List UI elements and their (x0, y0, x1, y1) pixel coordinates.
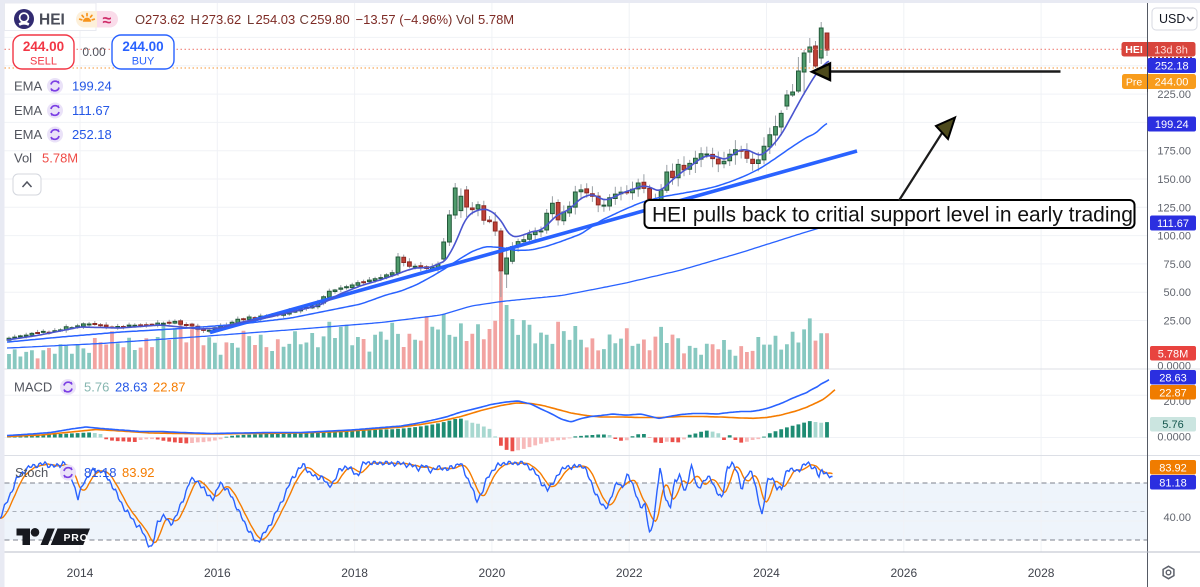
svg-text:5.76: 5.76 (84, 380, 109, 395)
svg-text:273.62: 273.62 (145, 12, 185, 27)
svg-text:0.0000: 0.0000 (1157, 432, 1191, 444)
svg-text:Vol: Vol (14, 151, 32, 166)
svg-text:2026: 2026 (890, 566, 917, 580)
svg-text:Pre: Pre (1126, 77, 1143, 89)
svg-text:244.00: 244.00 (23, 39, 64, 54)
svg-text:252.18: 252.18 (72, 127, 112, 142)
svg-text:100.00: 100.00 (1157, 231, 1191, 243)
svg-text:125.00: 125.00 (1157, 202, 1191, 214)
svg-text:5.76: 5.76 (1162, 419, 1183, 431)
svg-text:252.18: 252.18 (1155, 61, 1189, 73)
svg-text:HEI pulls back to critial supp: HEI pulls back to critial support level … (652, 204, 1133, 227)
svg-text:Vol: Vol (456, 12, 474, 27)
svg-text:PRO: PRO (64, 532, 89, 544)
svg-text:2024: 2024 (753, 566, 780, 580)
svg-text:111.67: 111.67 (72, 103, 110, 118)
svg-text:22.87: 22.87 (1159, 387, 1187, 399)
svg-text:244.00: 244.00 (122, 39, 163, 54)
svg-text:HEI: HEI (39, 12, 65, 29)
svg-text:EMA: EMA (14, 79, 43, 94)
svg-text:83.92: 83.92 (1159, 462, 1187, 474)
svg-text:BUY: BUY (132, 56, 155, 68)
svg-text:C: C (300, 12, 309, 27)
svg-text:MACD: MACD (14, 380, 52, 395)
svg-text:40.00: 40.00 (1163, 512, 1191, 524)
svg-text:5.78M: 5.78M (42, 151, 78, 166)
svg-text:273.62: 273.62 (202, 12, 242, 27)
svg-text:81.18: 81.18 (1159, 477, 1187, 489)
svg-text:111.67: 111.67 (1157, 218, 1189, 230)
svg-text:2028: 2028 (1028, 566, 1055, 580)
svg-text:244.00: 244.00 (1155, 77, 1189, 89)
svg-text:175.00: 175.00 (1157, 146, 1191, 158)
svg-text:−13.57 (−4.96%): −13.57 (−4.96%) (356, 12, 453, 27)
svg-text:EMA: EMA (14, 127, 43, 142)
svg-text:225.00: 225.00 (1157, 89, 1191, 101)
svg-text:5.78M: 5.78M (478, 12, 514, 27)
svg-text:HEI: HEI (1125, 44, 1143, 56)
svg-text:USD: USD (1159, 12, 1185, 26)
svg-text:81.18: 81.18 (84, 465, 117, 480)
svg-text:199.24: 199.24 (1155, 119, 1189, 131)
svg-text:254.03: 254.03 (256, 12, 296, 27)
svg-text:2020: 2020 (479, 566, 506, 580)
svg-text:75.00: 75.00 (1163, 259, 1191, 271)
svg-text:EMA: EMA (14, 103, 43, 118)
svg-text:2016: 2016 (204, 566, 231, 580)
svg-text:22.87: 22.87 (153, 380, 186, 395)
svg-text:2018: 2018 (341, 566, 368, 580)
svg-text:≈: ≈ (103, 13, 112, 30)
svg-text:0.0000: 0.0000 (1157, 361, 1191, 373)
svg-text:83.92: 83.92 (122, 465, 155, 480)
svg-text:Stoch: Stoch (15, 465, 48, 480)
svg-text:25.00: 25.00 (1163, 316, 1191, 328)
svg-text:199.24: 199.24 (72, 79, 112, 94)
svg-text:50.00: 50.00 (1163, 287, 1191, 299)
svg-text:28.63: 28.63 (1159, 372, 1187, 384)
svg-text:259.80: 259.80 (310, 12, 350, 27)
svg-text:O: O (135, 12, 145, 27)
svg-text:SELL: SELL (30, 56, 57, 68)
svg-text:13d 8h: 13d 8h (1154, 45, 1188, 57)
svg-text:2014: 2014 (67, 566, 94, 580)
svg-text:L: L (247, 12, 254, 27)
svg-text:28.63: 28.63 (115, 380, 148, 395)
svg-text:0.00: 0.00 (82, 45, 106, 59)
svg-text:H: H (191, 12, 200, 27)
svg-text:2022: 2022 (616, 566, 643, 580)
svg-text:150.00: 150.00 (1157, 174, 1191, 186)
svg-text:5.78M: 5.78M (1158, 348, 1189, 360)
